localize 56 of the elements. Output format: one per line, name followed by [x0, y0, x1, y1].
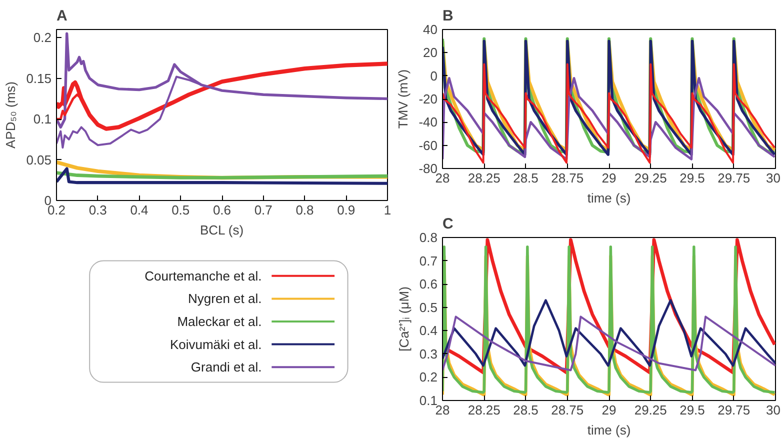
x-tick-label: 29.25	[634, 402, 667, 418]
y-tick-label: 0.5	[419, 300, 438, 315]
x-axis-title: BCL (s)	[200, 222, 244, 238]
y-tick-label: 0.4	[419, 323, 438, 338]
x-tick-label: 29.75	[718, 402, 750, 418]
y-tick-label: 0.2	[419, 370, 438, 385]
x-tick-label: 1	[384, 202, 392, 218]
x-tick-label: 29.5	[680, 402, 705, 418]
chart-title: C	[442, 216, 454, 232]
y-tick-label: 0.05	[26, 152, 52, 168]
y-tick-label: 0.15	[26, 70, 52, 86]
x-tick-label: 28.25	[468, 402, 500, 418]
x-tick-label: 29.75	[718, 170, 750, 186]
x-tick-label: 0.6	[212, 202, 232, 218]
y-tick-label: -20	[418, 92, 438, 106]
x-tick-label: 0.7	[254, 202, 272, 218]
chart-title: B	[442, 8, 454, 24]
x-tick-label: 28.75	[551, 402, 584, 418]
legend-label: Grandi et al.	[190, 360, 262, 375]
x-tick-label: 28.5	[513, 170, 538, 186]
y-tick-label: 0.8	[419, 230, 438, 245]
y-tick-label: -60	[418, 138, 438, 153]
y-tick-label: -40	[418, 114, 438, 130]
x-tick-label: 29	[602, 402, 616, 418]
x-tick-label: 28.25	[468, 170, 500, 186]
x-tick-label: 29.25	[634, 170, 667, 186]
y-tick-label: 0.3	[419, 346, 438, 362]
x-tick-label: 0.8	[296, 202, 314, 218]
y-tick-label: 0.7	[419, 253, 438, 268]
legend-label: Maleckar et al.	[177, 314, 262, 329]
legend-label: Courtemanche et al.	[144, 268, 262, 284]
y-tick-label: 0.1	[33, 112, 52, 127]
y-axis-title: [Ca²⁺]ᵢ (μM)	[396, 286, 412, 352]
x-tick-label: 30	[766, 170, 781, 186]
x-tick-label: 0.5	[172, 202, 190, 218]
legend-label: Nygren et al.	[188, 291, 262, 306]
x-tick-label: 0.4	[130, 202, 148, 218]
x-axis-title: time (s)	[587, 190, 631, 206]
chart-title: A	[56, 8, 68, 24]
y-tick-label: 0	[430, 68, 438, 84]
x-tick-label: 29.5	[680, 170, 705, 186]
y-tick-label: 0.6	[419, 276, 438, 292]
y-tick-label: 20	[423, 45, 438, 60]
x-tick-label: 30	[766, 402, 781, 418]
y-tick-label: 40	[423, 22, 438, 37]
x-tick-label: 0.9	[337, 202, 356, 218]
y-axis-title: APD₅₀ (ms)	[3, 82, 18, 148]
y-axis-title: TMV (mV)	[396, 69, 411, 129]
x-tick-label: 0.3	[88, 202, 107, 218]
legend-label: Koivumäki et al.	[170, 336, 262, 352]
x-axis-title: time (s)	[587, 422, 631, 438]
x-tick-label: 28	[435, 402, 450, 418]
y-tick-label: 0.2	[33, 30, 52, 46]
x-tick-label: 29	[602, 170, 616, 186]
x-tick-label: 28.5	[513, 402, 538, 418]
x-tick-label: 28.75	[551, 170, 584, 186]
